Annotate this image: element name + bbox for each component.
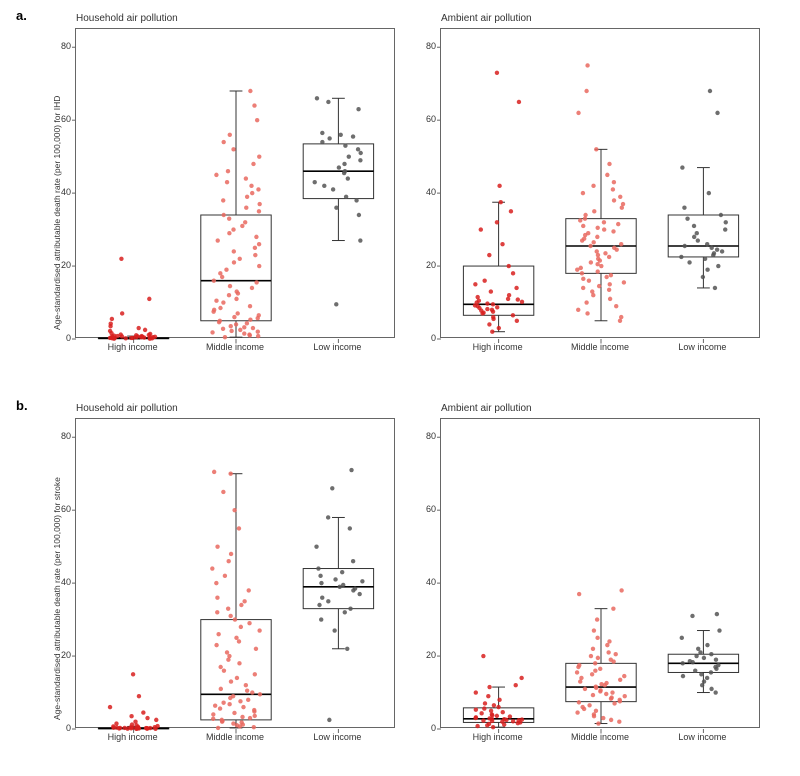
ytick-label: 40 xyxy=(418,187,436,197)
ytick-label: 80 xyxy=(418,41,436,51)
ytick-label: 0 xyxy=(53,723,71,733)
ytick-label: 40 xyxy=(53,577,71,587)
ytick-label: 20 xyxy=(53,260,71,270)
panel-title: Ambient air pollution xyxy=(441,13,532,24)
ytick-label: 0 xyxy=(418,723,436,733)
panel-title: Household air pollution xyxy=(76,403,178,414)
xtick-label: Low income xyxy=(678,342,726,352)
ytick-label: 80 xyxy=(418,431,436,441)
figure: a. b. Household air pollution Age-standa… xyxy=(0,0,800,776)
row-label-a: a. xyxy=(16,8,27,23)
panel-title: Household air pollution xyxy=(76,13,178,24)
xtick-label: High income xyxy=(473,732,523,742)
ytick-label: 40 xyxy=(53,187,71,197)
ytick-label: 60 xyxy=(418,114,436,124)
ytick-label: 80 xyxy=(53,41,71,51)
plot-area xyxy=(76,29,396,339)
plot-area xyxy=(441,29,761,339)
ytick-label: 20 xyxy=(418,260,436,270)
panel-b-ambient: Ambient air pollution xyxy=(440,418,760,728)
xtick-label: Middle income xyxy=(571,342,629,352)
xtick-label: Middle income xyxy=(571,732,629,742)
plot-area xyxy=(441,419,761,729)
ytick-label: 40 xyxy=(418,577,436,587)
xtick-label: Middle income xyxy=(206,732,264,742)
panel-a-ambient: Ambient air pollution xyxy=(440,28,760,338)
ytick-label: 60 xyxy=(418,504,436,514)
ylabel-a: Age-standardised attributable death rate… xyxy=(52,96,62,330)
ytick-label: 80 xyxy=(53,431,71,441)
xtick-label: High income xyxy=(108,732,158,742)
ytick-label: 0 xyxy=(418,333,436,343)
xtick-label: Low income xyxy=(313,732,361,742)
panel-title: Ambient air pollution xyxy=(441,403,532,414)
plot-area xyxy=(76,419,396,729)
ytick-label: 20 xyxy=(418,650,436,660)
xtick-label: Middle income xyxy=(206,342,264,352)
ytick-label: 20 xyxy=(53,650,71,660)
xtick-label: Low income xyxy=(678,732,726,742)
ytick-label: 60 xyxy=(53,114,71,124)
row-label-b: b. xyxy=(16,398,28,413)
xtick-label: High income xyxy=(108,342,158,352)
ytick-label: 0 xyxy=(53,333,71,343)
panel-b-household: Household air pollution xyxy=(75,418,395,728)
xtick-label: High income xyxy=(473,342,523,352)
xtick-label: Low income xyxy=(313,342,361,352)
ytick-label: 60 xyxy=(53,504,71,514)
panel-a-household: Household air pollution xyxy=(75,28,395,338)
